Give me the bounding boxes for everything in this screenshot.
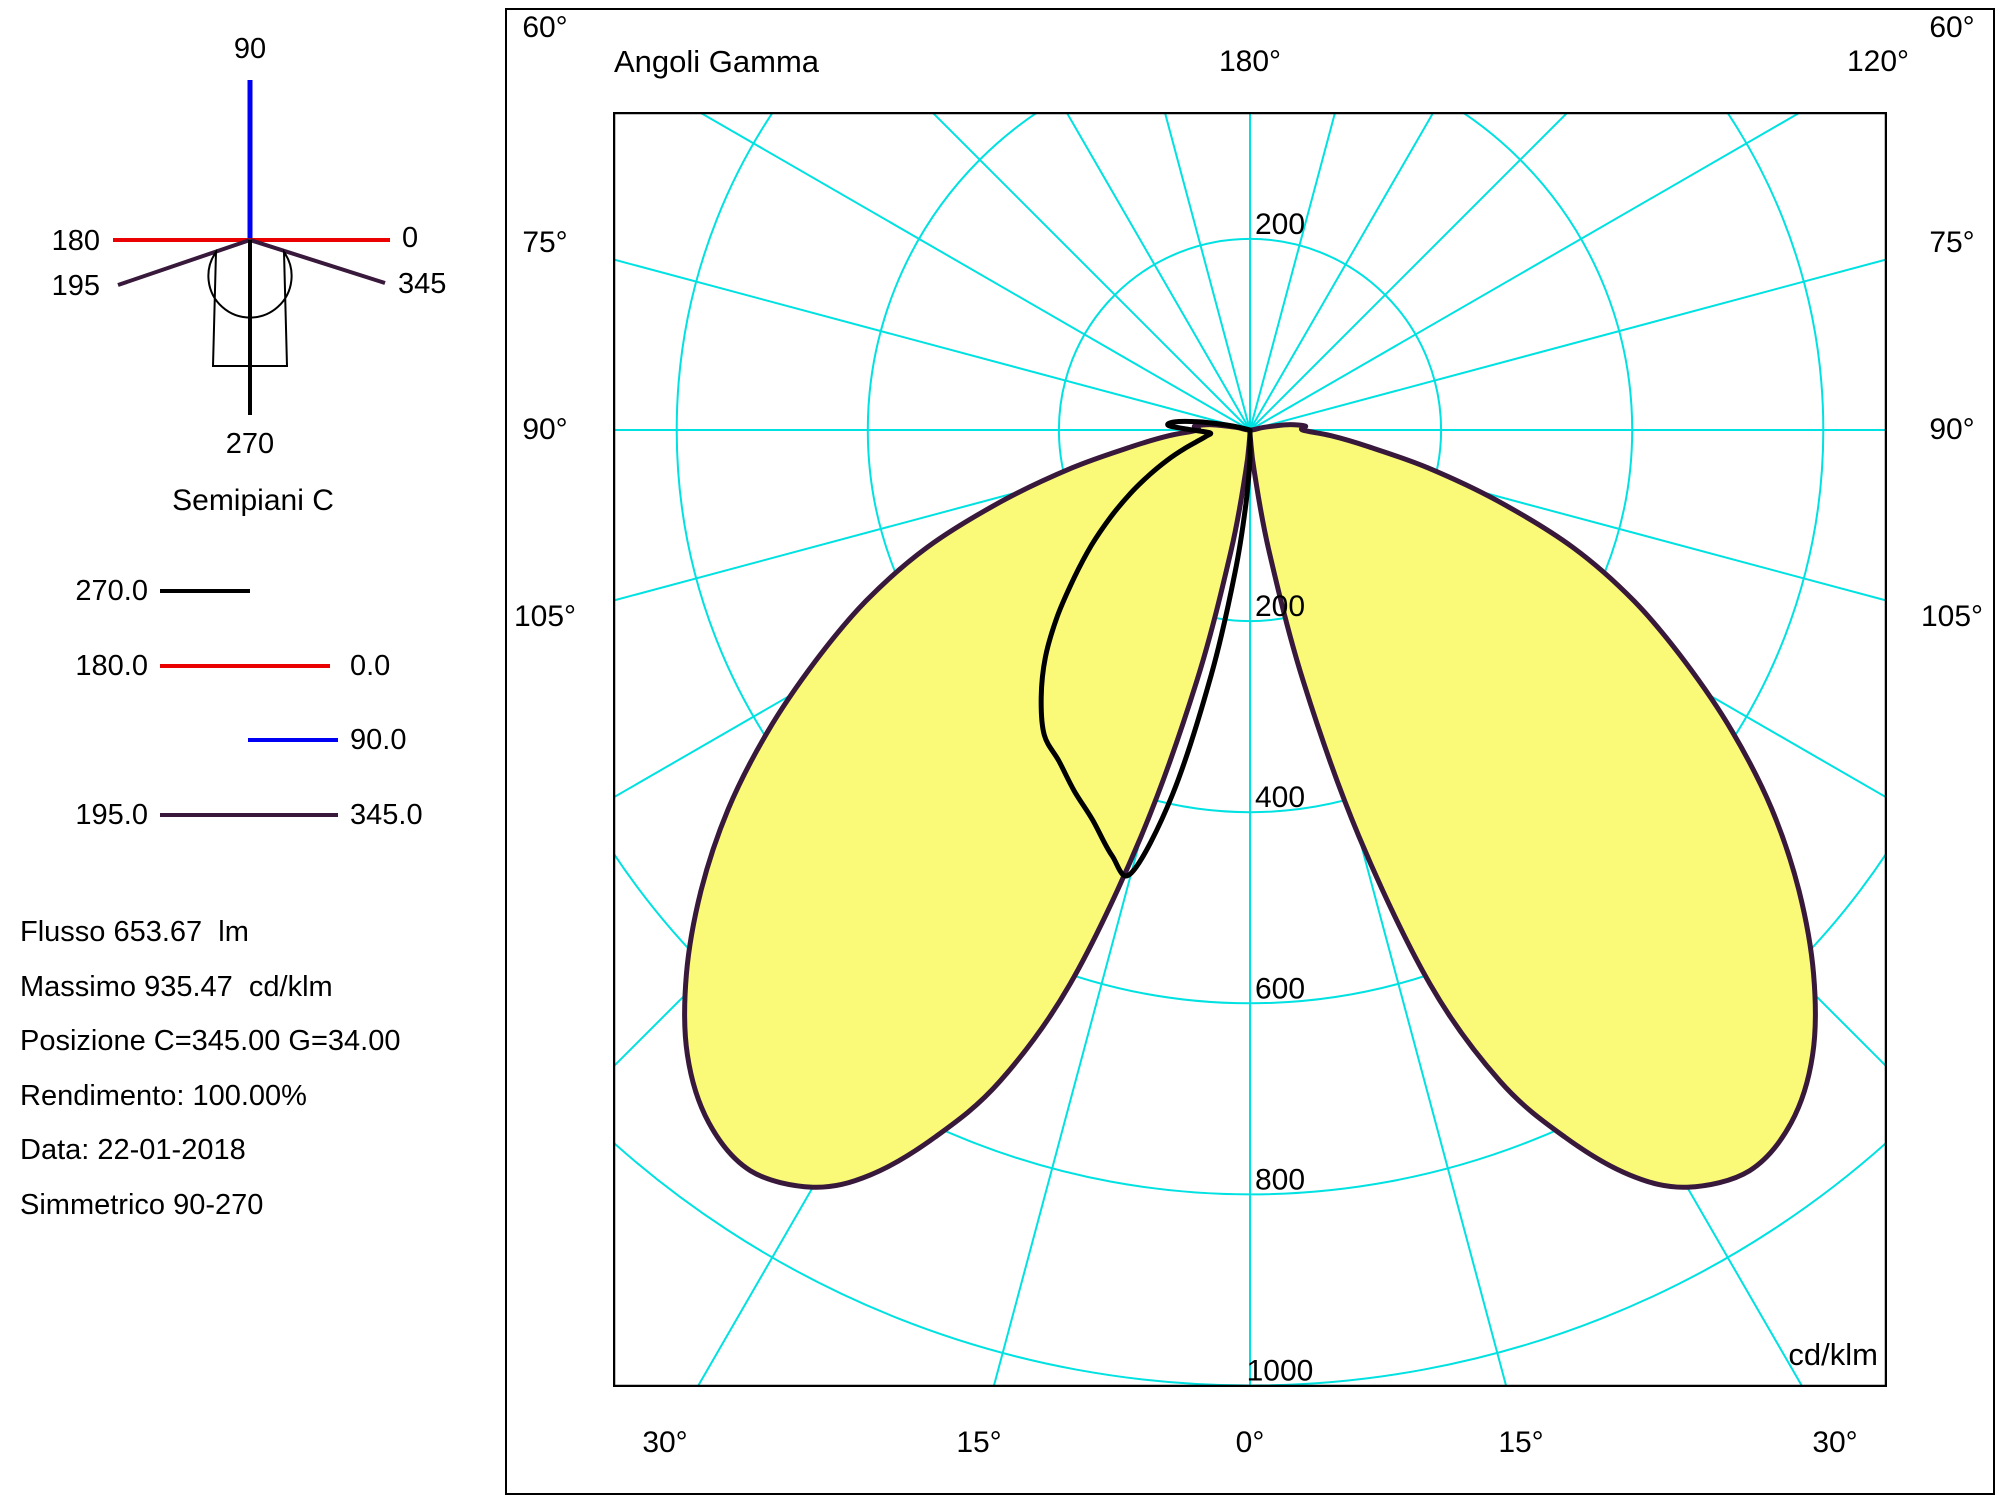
- stat-line: Massimo 935.47 cd/klm: [20, 970, 333, 1003]
- legend-label: 345.0: [350, 799, 423, 831]
- gamma-ray: [697, 112, 1251, 431]
- radial-tick-label: 800: [1255, 1163, 1305, 1196]
- polar-diagram: 200 200 400 600 800 1000 cd/klm: [613, 112, 1887, 1387]
- c-plane-orientation-icon: 90 180 0 195 345 270: [52, 33, 447, 460]
- unit-label: cd/klm: [1788, 1337, 1878, 1372]
- gamma-label-right: 75°: [1929, 226, 1975, 259]
- radial-tick-label: 400: [1255, 781, 1305, 814]
- stat-line: Flusso 653.67 lm: [20, 916, 249, 948]
- orientation-label-195: 195: [52, 270, 100, 302]
- legend-item-c180-c0: 180.0 0.0: [0, 650, 500, 682]
- gamma-ray: [930, 112, 1251, 431]
- legend-swatch-blue: [248, 738, 338, 742]
- gamma-label-right: 60°: [1929, 11, 1975, 44]
- gamma-label-left: 105°: [513, 600, 577, 633]
- gamma-label-bottom: 0°: [1235, 1426, 1265, 1459]
- gamma-label-right: 105°: [1920, 600, 1984, 633]
- luminaire-icon: [207, 248, 293, 367]
- legend-swatch-purple: [160, 813, 338, 817]
- radial-circle: [1057, 237, 1443, 623]
- legend-item-c90: 90.0: [0, 724, 500, 756]
- orientation-label-345: 345: [398, 268, 446, 300]
- orientation-label-90: 90: [234, 33, 266, 65]
- legend-item-c195-c345: 195.0 345.0: [0, 799, 500, 831]
- gamma-ray: [613, 258, 1251, 431]
- polar-chart-frame: [505, 8, 1995, 1495]
- radial-tick-label: 200: [1255, 590, 1305, 623]
- gamma-ray: [1249, 112, 1803, 431]
- radial-tick-label: 200: [1255, 208, 1305, 241]
- orientation-label-0: 0: [402, 222, 418, 254]
- c195-axis-line: [117, 238, 251, 287]
- gamma-ray: [1163, 112, 1251, 431]
- stat-line: Data: 22-01-2018: [20, 1134, 246, 1166]
- orientation-label-180: 180: [52, 225, 100, 257]
- radial-circle: [866, 112, 1634, 814]
- legend-item-c270: 270.0: [0, 575, 500, 607]
- radial-circle: [675, 112, 1825, 1005]
- plot-border: [613, 112, 1887, 1387]
- gamma-ray: [1249, 112, 1435, 431]
- radial-tick-label: 600: [1255, 972, 1305, 1005]
- gamma-label-bottom: 30°: [1812, 1426, 1858, 1459]
- radial-circle: [613, 850, 1887, 1196]
- stat-line: Rendimento: 100.00%: [20, 1079, 307, 1112]
- stat-line: Posizione C=345.00 G=34.00: [20, 1025, 401, 1057]
- radial-tick-label: 1000: [1247, 1355, 1314, 1388]
- legend-swatch-black: [160, 589, 250, 593]
- legend-title: Semipiani C: [172, 484, 334, 517]
- gamma-ray: [1249, 112, 1337, 431]
- curve-c270: [1038, 418, 1253, 879]
- legend-label: 90.0: [350, 724, 407, 756]
- gamma-label-bottom: 30°: [642, 1426, 688, 1459]
- orientation-label-270: 270: [226, 428, 274, 460]
- chart-title: Angoli Gamma: [614, 44, 820, 79]
- gamma-label-bottom: 15°: [1498, 1426, 1544, 1459]
- gamma-ray: [1249, 112, 1570, 431]
- stat-line: Simmetrico 90-270: [20, 1188, 264, 1221]
- legend-label: 0.0: [350, 650, 391, 682]
- legend-label: 180.0: [75, 650, 148, 682]
- legend-label: 195.0: [75, 799, 148, 831]
- gamma-label-left: 90°: [522, 413, 568, 446]
- photometric-stats: Flusso 653.67 lm Massimo 935.47 cd/klm Pos…: [20, 905, 401, 1232]
- legend-label: 270.0: [75, 575, 148, 607]
- c345-axis-line: [249, 238, 386, 285]
- gamma-label-top-180: 180°: [1218, 45, 1282, 78]
- gamma-ray: [1065, 112, 1251, 431]
- gamma-ray: [1249, 258, 1887, 431]
- gamma-label-left: 60°: [522, 11, 568, 44]
- radial-tick-labels: 200 200 400 600 800 1000 cd/klm: [1247, 208, 1878, 1387]
- gamma-label-top-120: 120°: [1846, 45, 1910, 78]
- gamma-label-bottom: 15°: [956, 1426, 1002, 1459]
- gamma-label-right: 90°: [1929, 413, 1975, 446]
- legend-swatch-red: [160, 664, 330, 668]
- gamma-label-left: 75°: [522, 226, 568, 259]
- intensity-curves: [682, 418, 1818, 1190]
